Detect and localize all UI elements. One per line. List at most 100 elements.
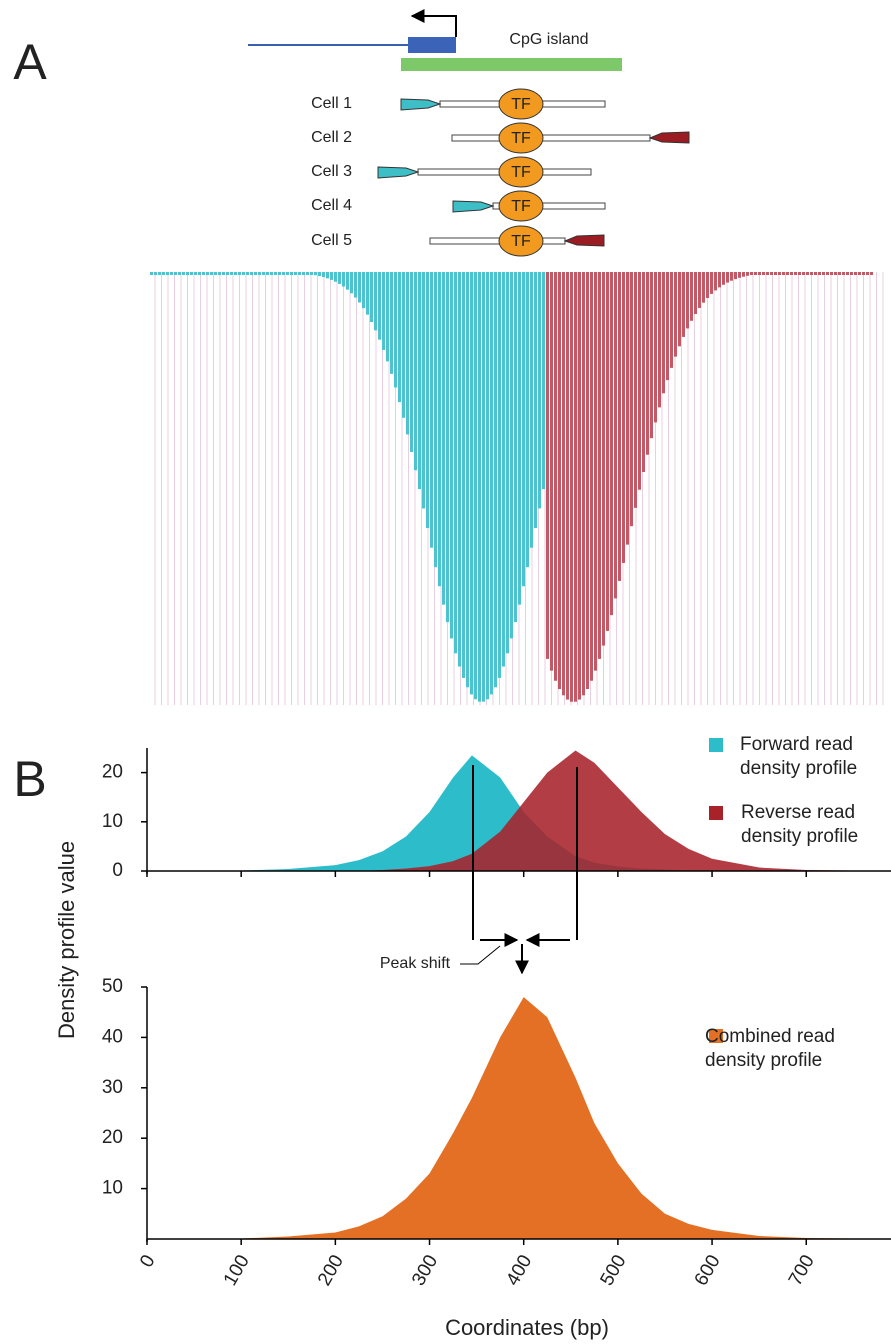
read xyxy=(182,272,185,275)
read xyxy=(806,272,809,275)
y-tick-label: 20 xyxy=(102,762,123,783)
read xyxy=(610,272,613,616)
read xyxy=(418,272,421,490)
read xyxy=(658,272,661,408)
read xyxy=(522,272,525,587)
read xyxy=(614,272,617,599)
read xyxy=(246,272,249,275)
read xyxy=(310,272,313,275)
read xyxy=(322,272,325,278)
read xyxy=(234,272,237,275)
read xyxy=(198,272,201,275)
tf-label: TF xyxy=(511,130,531,147)
x-tick-label: 100 xyxy=(220,1252,254,1290)
read xyxy=(406,272,409,435)
x-tick-label: 0 xyxy=(136,1252,159,1272)
read xyxy=(630,272,633,527)
panel-label: B xyxy=(13,751,46,807)
read xyxy=(602,272,605,646)
read xyxy=(546,272,549,659)
read xyxy=(150,272,153,275)
read xyxy=(514,272,517,623)
read xyxy=(378,272,381,340)
read xyxy=(426,272,429,529)
tf xyxy=(498,156,544,188)
read xyxy=(750,272,753,276)
legend-text: Combined read density profile xyxy=(705,1026,835,1071)
peak-shift: Peak shift xyxy=(380,765,578,975)
cell-label: Cell 1 xyxy=(311,95,352,112)
read xyxy=(762,272,765,275)
read xyxy=(206,272,209,275)
y-tick-label: 50 xyxy=(102,976,123,997)
read xyxy=(690,272,693,321)
cpg-label: CpG island xyxy=(509,31,588,48)
y-tick-label: 20 xyxy=(102,1127,123,1148)
read xyxy=(282,272,285,275)
read xyxy=(638,272,641,490)
y-axis-label: Density profile value xyxy=(54,841,79,1039)
read xyxy=(618,272,621,581)
read xyxy=(642,272,645,472)
read xyxy=(606,272,609,631)
y-tick-label: 10 xyxy=(102,811,123,832)
read xyxy=(250,272,253,275)
x-tick-label: 400 xyxy=(502,1252,536,1290)
read xyxy=(450,272,453,639)
read xyxy=(162,272,165,275)
read xyxy=(562,272,565,696)
read xyxy=(670,272,673,368)
read xyxy=(722,272,725,285)
read xyxy=(154,272,157,275)
read xyxy=(394,272,397,388)
tf-label: TF xyxy=(511,233,531,250)
annotation: Peak shift xyxy=(380,955,451,972)
x-tick-label: 500 xyxy=(597,1252,631,1290)
fragment-end xyxy=(400,98,442,111)
read xyxy=(710,272,713,294)
read xyxy=(534,272,537,529)
read xyxy=(626,272,629,545)
read xyxy=(210,272,213,275)
area xyxy=(147,997,891,1239)
read xyxy=(734,272,737,280)
read xyxy=(594,272,597,671)
read xyxy=(810,272,813,275)
read xyxy=(578,272,581,700)
read xyxy=(842,272,845,275)
read xyxy=(726,272,729,283)
cell-label: Cell 3 xyxy=(311,163,352,180)
y-tick-label: 30 xyxy=(102,1077,123,1098)
read xyxy=(870,272,873,275)
read xyxy=(542,272,545,490)
read xyxy=(718,272,721,288)
read xyxy=(778,272,781,275)
read xyxy=(230,272,233,275)
read xyxy=(862,272,865,275)
read xyxy=(634,272,637,508)
read xyxy=(510,272,513,639)
read xyxy=(294,272,297,275)
fragment-end xyxy=(377,166,420,179)
read xyxy=(214,272,217,275)
read xyxy=(338,272,341,284)
read xyxy=(238,272,241,275)
read xyxy=(746,272,749,276)
y-tick-label: 40 xyxy=(102,1026,123,1047)
read xyxy=(242,272,245,275)
read xyxy=(334,272,337,282)
read xyxy=(782,272,785,275)
panel-label: A xyxy=(13,34,47,90)
read xyxy=(858,272,861,275)
cell-label: Cell 4 xyxy=(311,197,352,214)
read xyxy=(646,272,649,455)
read xyxy=(802,272,805,275)
read xyxy=(410,272,413,452)
read xyxy=(774,272,777,275)
dna xyxy=(451,134,651,142)
read xyxy=(370,272,373,323)
read xyxy=(550,272,553,671)
read xyxy=(306,272,309,275)
read xyxy=(662,272,665,394)
